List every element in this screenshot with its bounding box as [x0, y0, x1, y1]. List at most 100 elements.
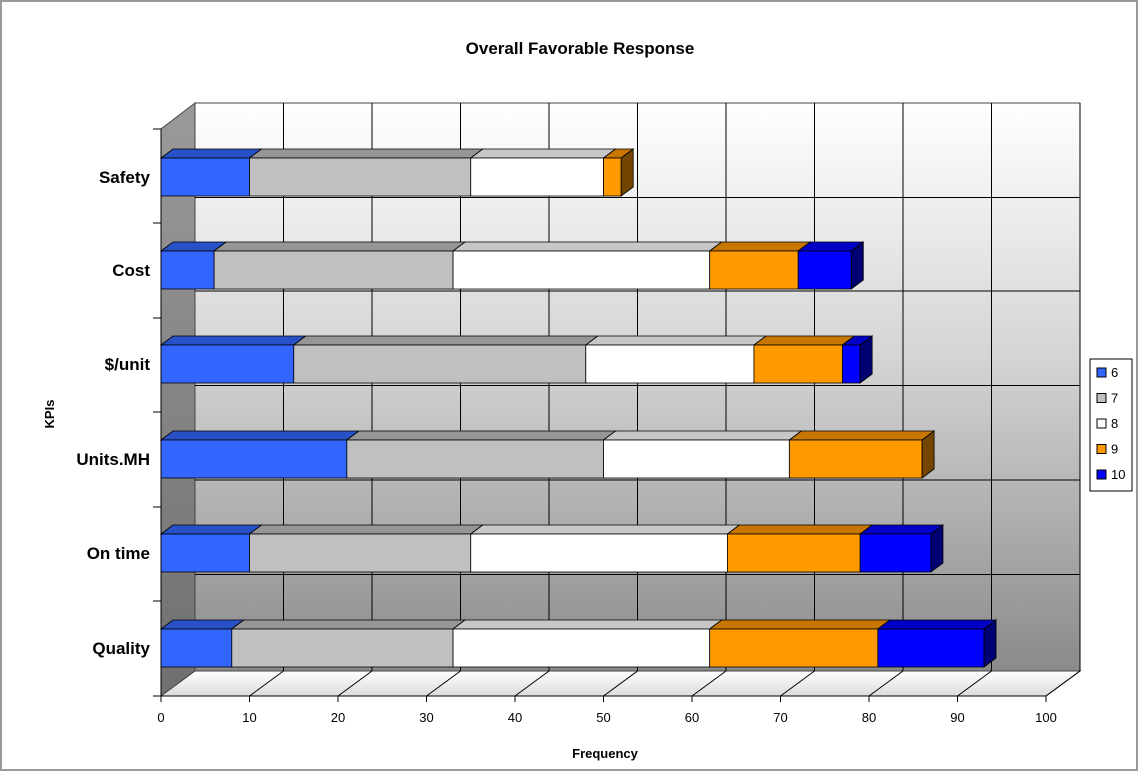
- floor-gridline: [514, 670, 550, 697]
- floor-gridline: [691, 670, 727, 697]
- bar-segment-top: [230, 619, 467, 630]
- bar-segment-top: [858, 524, 945, 535]
- bar-segment-top: [584, 335, 768, 346]
- bar-segment: [753, 344, 843, 384]
- bar-segment: [249, 533, 472, 573]
- x-tick-label: 50: [596, 710, 610, 725]
- floor-gridline: [868, 670, 904, 697]
- x-tick-label: 0: [157, 710, 164, 725]
- bar-segment-top: [292, 335, 599, 346]
- bar-segment-top: [469, 524, 741, 535]
- bar-segment-side: [983, 619, 997, 668]
- category-label: Quality: [92, 639, 150, 658]
- legend-swatch: [1096, 469, 1107, 480]
- bar-segment: [877, 628, 985, 668]
- bar-segment: [231, 628, 454, 668]
- x-tick-label: 100: [1035, 710, 1057, 725]
- bar-segment: [213, 250, 454, 290]
- category-label: Safety: [99, 168, 151, 187]
- x-tick-label: 60: [685, 710, 699, 725]
- x-tick-label: 30: [419, 710, 433, 725]
- bar-segment-top: [602, 430, 803, 441]
- category-label: Units.MH: [76, 450, 150, 469]
- floor-gridline: [337, 670, 373, 697]
- bar-segment: [709, 250, 799, 290]
- bar-segment-top: [752, 335, 856, 346]
- bar-segment: [709, 628, 879, 668]
- legend-swatch: [1096, 367, 1107, 378]
- category-label: $/unit: [105, 355, 151, 374]
- category-label: Cost: [112, 261, 150, 280]
- legend-label: 6: [1111, 365, 1118, 380]
- bar-segment: [470, 157, 604, 197]
- bar-segment: [470, 533, 728, 573]
- bar-segment: [788, 439, 923, 479]
- bar-segment: [346, 439, 604, 479]
- bar-segment-side: [850, 241, 864, 290]
- legend-label: 7: [1111, 391, 1118, 406]
- bar-segment-top: [451, 241, 723, 252]
- bar-segment-top: [726, 524, 874, 535]
- axes: 0 10 20 30 40 50 60 70 80 90 100: [153, 128, 1057, 725]
- bar-segment-top: [248, 148, 484, 159]
- legend-swatch: [1096, 393, 1107, 403]
- y-axis-title: KPIs: [42, 400, 57, 429]
- bar-segment: [160, 628, 233, 668]
- x-tick-label: 40: [508, 710, 522, 725]
- bar-segment-top: [159, 148, 263, 159]
- bar-segment-top: [212, 241, 467, 252]
- category-label: On time: [87, 544, 150, 563]
- x-tick-label: 10: [242, 710, 256, 725]
- floor-gridline: [426, 670, 461, 697]
- floor-gridline: [957, 670, 992, 697]
- legend-label: 10: [1111, 467, 1125, 482]
- floor-gridline: [780, 670, 815, 697]
- bar-segment: [293, 344, 587, 384]
- bar-segment-top: [345, 430, 617, 441]
- bar-segment: [859, 533, 932, 573]
- bar-segment-top: [708, 241, 812, 252]
- bar-segment: [842, 344, 861, 384]
- bar-segment: [249, 157, 472, 197]
- bar-segment-top: [708, 619, 892, 630]
- legend-label: 8: [1111, 416, 1118, 431]
- bar-segment: [603, 439, 790, 479]
- bars: Quality On time Units.MH $/unit Cost Safety: [76, 148, 998, 668]
- bar-segment: [452, 628, 711, 668]
- bar-segment-top: [451, 619, 723, 630]
- bar-segment-side: [921, 430, 935, 479]
- x-tick-label: 20: [331, 710, 345, 725]
- bar-segment-top: [159, 524, 263, 535]
- bar-segment: [160, 250, 215, 290]
- legend: 6 7 8 9 10: [1089, 358, 1133, 492]
- bar-segment: [160, 533, 250, 573]
- bar-segment: [585, 344, 755, 384]
- bar-segment-top: [159, 430, 361, 441]
- floor-gridline: [603, 670, 638, 697]
- bar-segment: [603, 157, 622, 197]
- x-tick-label: 70: [773, 710, 787, 725]
- x-axis-title: Frequency: [572, 746, 639, 761]
- x-tick-label: 90: [950, 710, 964, 725]
- chart-title: Overall Favorable Response: [466, 39, 695, 58]
- legend-swatch: [1096, 418, 1107, 429]
- gridlines: [195, 103, 1081, 697]
- x-tick-label: 80: [862, 710, 876, 725]
- bar-segment: [160, 157, 250, 197]
- bar-segment-top: [248, 524, 484, 535]
- bar-segment-side: [620, 148, 634, 197]
- legend-label: 9: [1111, 442, 1118, 457]
- bar-segment-top: [876, 619, 998, 630]
- bar-segment: [452, 250, 711, 290]
- bar-segment-top: [788, 430, 936, 441]
- bar-segment: [160, 344, 295, 384]
- bar-segment-side: [930, 524, 944, 573]
- bar-segment-top: [159, 619, 246, 630]
- bar-segment-side: [859, 335, 873, 384]
- legend-swatch: [1096, 444, 1107, 454]
- bar-segment-top: [469, 148, 617, 159]
- bar-segment-top: [159, 335, 307, 346]
- bar-segment: [727, 533, 861, 573]
